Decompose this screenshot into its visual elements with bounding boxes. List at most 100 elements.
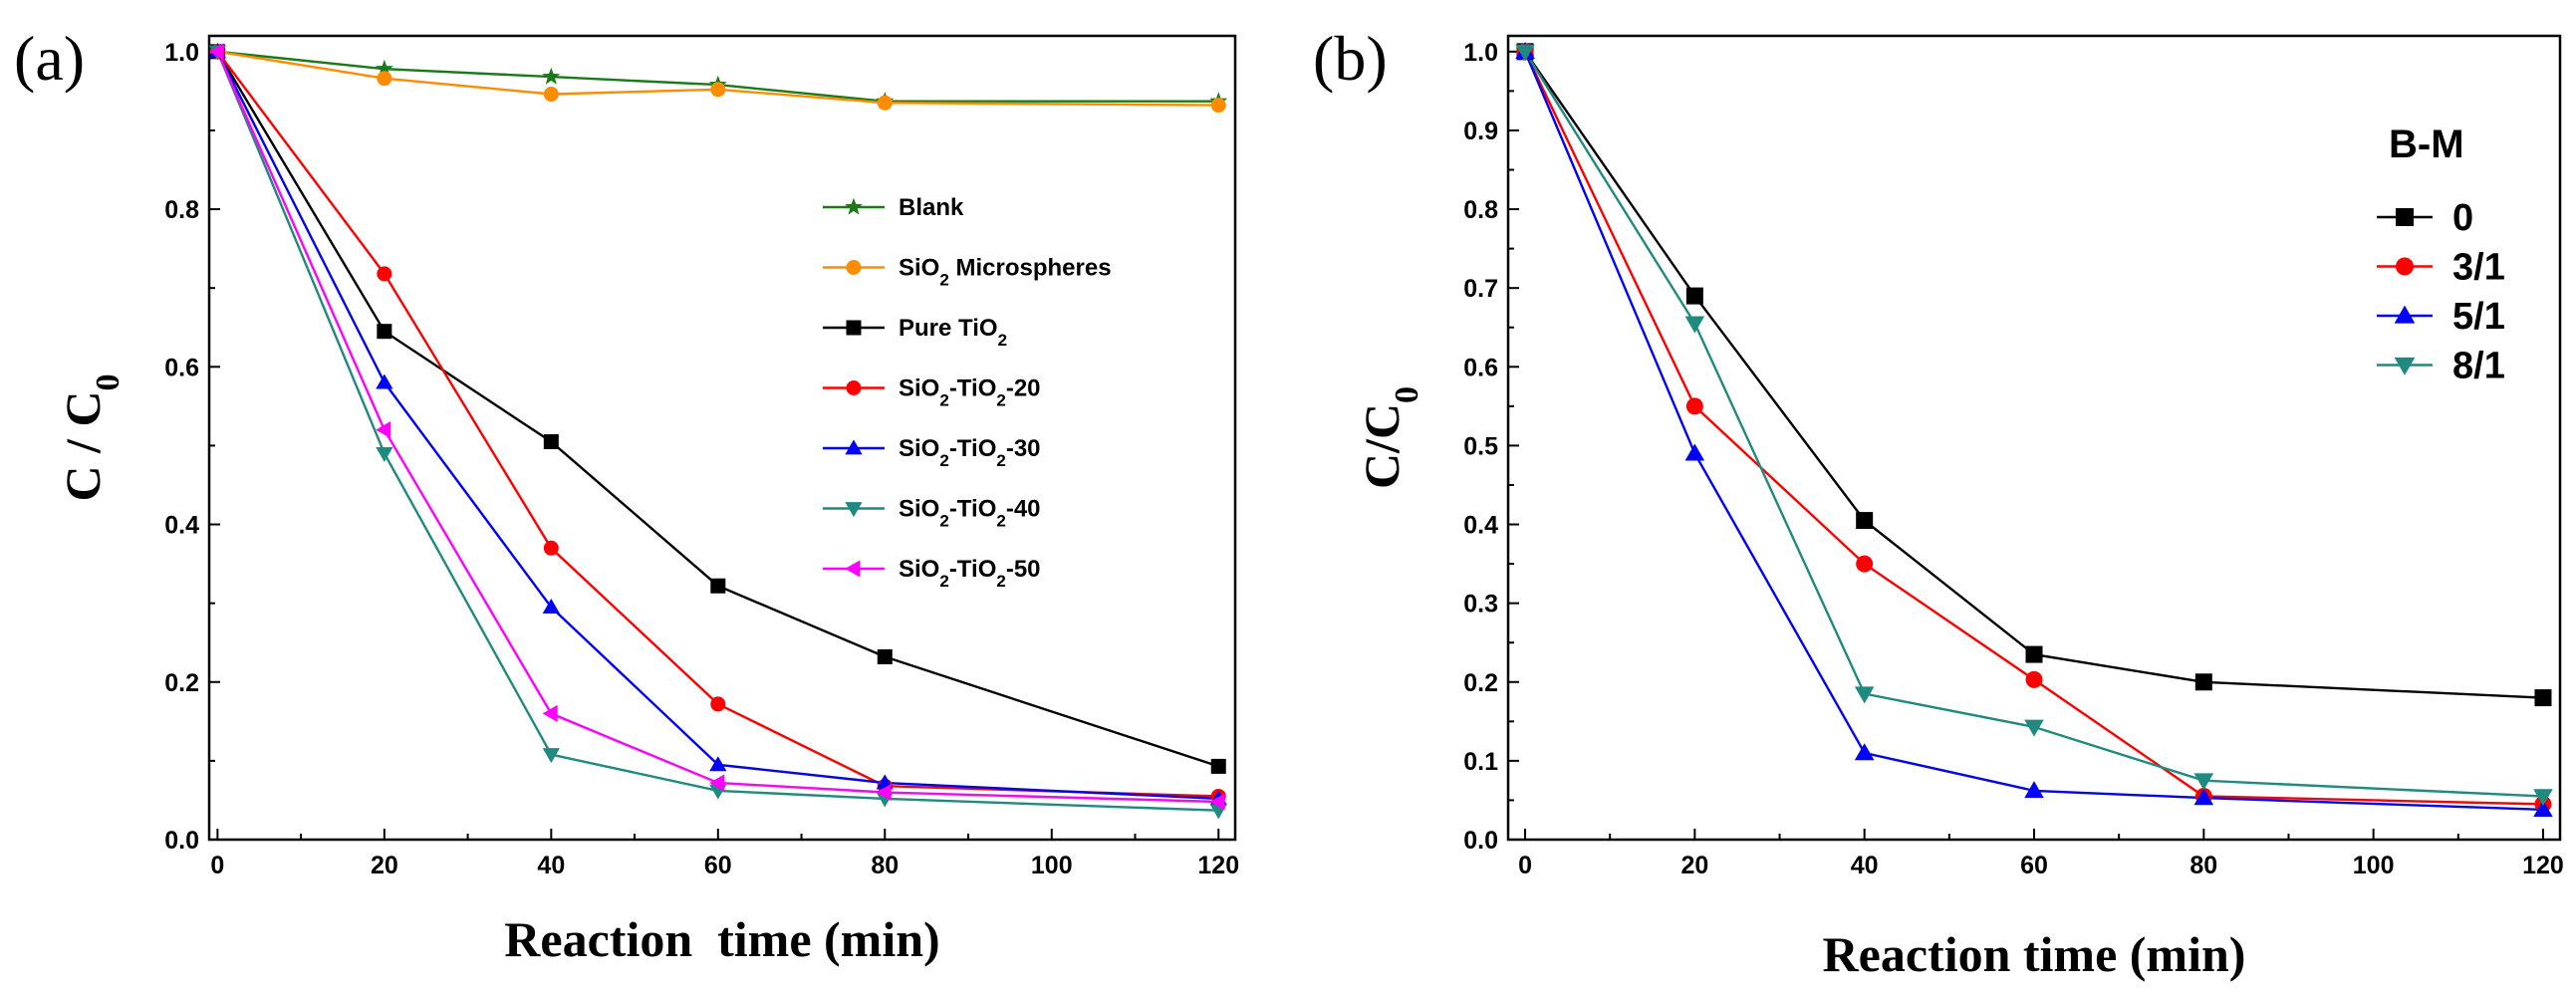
- x-tick-label: 80: [871, 852, 899, 879]
- legend-marker: [846, 320, 862, 336]
- legend-marker: [2396, 208, 2414, 226]
- data-point-5-1: [2024, 781, 2044, 799]
- legend-item-sio2-microspheres: SiO2 Microspheres: [823, 255, 1112, 290]
- data-point-5-1: [1854, 743, 1875, 761]
- y-tick-label: 0.6: [1463, 354, 1498, 381]
- x-tick-label: 0: [210, 852, 224, 879]
- y-tick-label: 0.7: [1463, 275, 1498, 303]
- y-tick-label: 0.2: [164, 669, 199, 697]
- panel-a-label: (a): [14, 23, 85, 94]
- data-point-sio2-tio2-50: [876, 783, 892, 802]
- data-point-5-1: [2193, 788, 2214, 806]
- panel-a-axis-ticks: 0 20 40 60 80 100 120 0.0 0.2 0.4 0.6 0.8 1.0: [164, 39, 1239, 879]
- legend-label: SiO2 Microspheres: [899, 255, 1112, 290]
- data-point-0: [1685, 287, 1703, 305]
- y-tick-label: 1.0: [1463, 39, 1498, 67]
- panel-b-series-lines: [1523, 51, 2544, 812]
- legend-label: SiO2-TiO2-20: [899, 375, 1041, 410]
- data-point-pure-tio2: [1210, 758, 1226, 774]
- y-tick-label: 0.2: [1463, 669, 1498, 697]
- panel-b-chart: (b) 0 20 40 60 80 100 120 0.0 0.1 0.2 0.3 0.4 0.5 0.6…: [1313, 23, 2564, 982]
- data-point-sio2-tio2-20: [543, 540, 559, 556]
- data-point-pure-tio2: [877, 648, 893, 664]
- legend-label: SiO2-TiO2-50: [899, 556, 1041, 591]
- legend-label: 8/1: [2452, 346, 2505, 387]
- data-point-8-1: [2533, 789, 2553, 807]
- x-tick-label: 20: [1680, 852, 1708, 879]
- data-point-0: [2534, 689, 2552, 707]
- legend-marker: [2394, 305, 2416, 324]
- legend-marker: [845, 439, 863, 455]
- legend-marker: [845, 502, 863, 518]
- y-tick-label: 0.9: [1463, 118, 1498, 145]
- legend-label: 0: [2452, 197, 2473, 239]
- legend-label: SiO2-TiO2-30: [899, 435, 1041, 470]
- panel-b-x-axis-title: Reaction time (min): [1823, 926, 2246, 982]
- panel-a-series-lines: [216, 50, 1219, 812]
- legend-marker: [2396, 257, 2414, 276]
- series-line-3-1: [1523, 51, 2544, 806]
- x-tick-label: 60: [2020, 852, 2048, 879]
- legend-item-sio2-tio2-20: SiO2-TiO2-20: [823, 375, 1041, 410]
- x-tick-label: 40: [1851, 852, 1879, 879]
- panel-a-series-markers: [208, 42, 1228, 820]
- y-tick-label: 0.8: [164, 196, 199, 224]
- y-tick-label: 0.0: [1463, 827, 1498, 855]
- panel-b-axis-ticks: 0 20 40 60 80 100 120 0.0 0.1 0.2 0.3 0.4 0.5 0.6 0.7 0…: [1463, 39, 2564, 879]
- legend-item-blank: Blank: [823, 194, 964, 221]
- series-line-sio2-tio2-40: [216, 51, 1219, 812]
- legend-marker: [846, 260, 862, 275]
- x-tick-label: 40: [537, 852, 565, 879]
- panel-a-y-axis-title: C / C0: [55, 373, 127, 501]
- data-point-0: [2025, 645, 2043, 663]
- legend-item-3-1: 3/1: [2377, 247, 2505, 289]
- series-line-0: [1524, 51, 2544, 699]
- data-point-sio2-tio2-30: [376, 373, 393, 389]
- legend-label: Pure TiO2: [899, 315, 1007, 350]
- panel-b-label: (b): [1313, 23, 1388, 94]
- legend-label: Blank: [899, 194, 964, 221]
- data-point-5-1: [1684, 443, 1705, 461]
- x-tick-label: 0: [1518, 852, 1532, 879]
- data-point-8-1: [2193, 773, 2214, 791]
- data-point-3-1: [1856, 555, 1874, 573]
- series-line-pure-tio2: [216, 51, 1219, 768]
- legend-label: SiO2-TiO2-40: [899, 496, 1041, 531]
- panel-b-legend-title: B-M: [2389, 123, 2464, 166]
- y-tick-label: 0.4: [1463, 512, 1498, 540]
- series-line-5-1: [1523, 51, 2544, 812]
- data-point-sio2-tio2-20: [710, 696, 726, 712]
- panel-b-y-axis-title: C/C0: [1354, 386, 1425, 489]
- data-point-pure-tio2: [377, 324, 392, 340]
- data-point-pure-tio2: [710, 578, 726, 594]
- data-point-sio2-tio2-50: [1209, 793, 1225, 811]
- series-line-sio2-tio2-20: [216, 51, 1219, 798]
- panel-b-series-markers: [1515, 42, 2553, 818]
- data-point-sio2-tio2-50: [376, 420, 391, 439]
- legend-marker: [845, 560, 861, 578]
- data-point-sio2-microspheres: [377, 71, 392, 87]
- data-point-8-1: [1684, 316, 1705, 334]
- legend-item-8-1: 8/1: [2377, 346, 2505, 387]
- data-point-sio2-tio2-50: [208, 43, 224, 61]
- data-point-3-1: [1685, 397, 1703, 415]
- panel-a-plot-frame: [207, 34, 1237, 842]
- y-tick-label: 0.8: [1463, 196, 1498, 224]
- data-point-8-1: [1854, 686, 1875, 704]
- data-point-blank: [542, 67, 561, 85]
- panel-a-legend: Blank SiO2 Microspheres Pure TiO2 SiO2-TiO2…: [823, 194, 1112, 591]
- x-tick-label: 100: [1031, 852, 1073, 879]
- panel-a-y-axis-title-main: C / C: [55, 390, 111, 501]
- panel-a-x-axis-title: Reaction time (min): [504, 911, 939, 967]
- legend-item-sio2-tio2-50: SiO2-TiO2-50: [823, 556, 1041, 591]
- x-tick-label: 60: [704, 852, 732, 879]
- y-tick-label: 0.5: [1463, 432, 1498, 460]
- series-line-8-1: [1523, 51, 2544, 798]
- series-line-sio2-microspheres: [217, 50, 1219, 107]
- panel-a-y-axis-title-sub: 0: [90, 373, 127, 390]
- data-point-sio2-microspheres: [877, 95, 893, 111]
- legend-marker: [845, 197, 863, 215]
- panel-b-legend: B-M 0 3/1 5/1 8/1: [2377, 123, 2505, 387]
- data-point-sio2-microspheres: [710, 82, 726, 98]
- data-point-sio2-tio2-50: [709, 774, 725, 792]
